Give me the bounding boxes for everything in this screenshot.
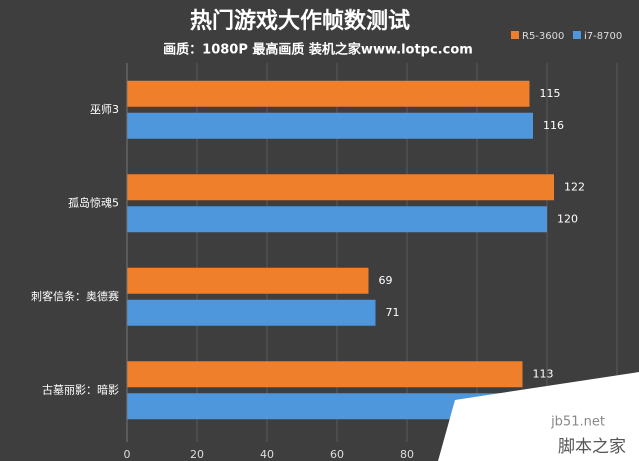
data-label: 115: [540, 87, 561, 100]
watermark-shape: [438, 372, 639, 461]
x-tick-label: 40: [260, 448, 274, 461]
bar: [127, 361, 523, 388]
legend-label: R5-3600: [522, 31, 564, 42]
y-tick-label: 孤岛惊魂5: [68, 195, 119, 209]
legend-swatch: [573, 31, 581, 39]
data-label: 69: [379, 274, 393, 287]
bar: [127, 267, 369, 294]
x-tick-label: 0: [124, 448, 131, 461]
legend-label: i7-8700: [584, 31, 622, 42]
data-label: 113: [533, 367, 554, 380]
x-tick-label: 80: [400, 448, 414, 461]
x-tick-label: 20: [190, 448, 204, 461]
y-tick-label: 巫师3: [90, 103, 119, 116]
data-label: 120: [557, 212, 578, 225]
bar: [127, 174, 554, 201]
bar: [127, 80, 530, 107]
watermark-name: 脚本之家: [558, 437, 626, 457]
watermark-site: jb51.net: [550, 415, 605, 430]
y-tick-label: 刺客信条：奥德赛: [31, 289, 119, 303]
legend-swatch: [511, 31, 519, 39]
chart-title: 热门游戏大作帧数测试: [190, 8, 410, 34]
watermark: jb51.net 脚本之家: [438, 372, 639, 461]
data-label: 122: [564, 180, 585, 193]
bar: [127, 112, 533, 139]
y-tick-label: 古墓丽影：暗影: [42, 382, 119, 396]
data-label: 71: [386, 306, 400, 319]
chart-subtitle: 画质：1080P 最高画质 装机之家www.lotpc.com: [163, 42, 473, 58]
x-tick-label: 60: [330, 448, 344, 461]
bar: [127, 206, 547, 233]
bar: [127, 299, 376, 326]
data-label: 116: [543, 119, 564, 132]
